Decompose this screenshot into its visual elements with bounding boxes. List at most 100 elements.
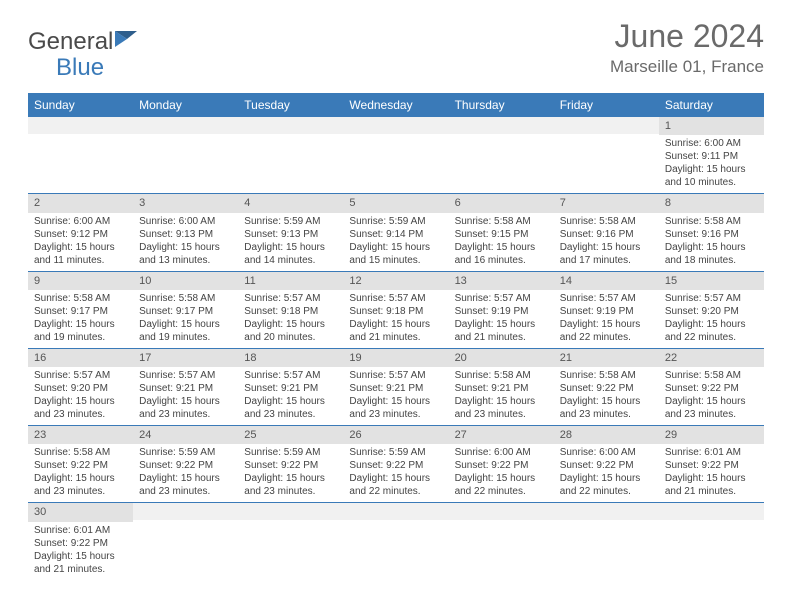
daylight-text-2: and 22 minutes. xyxy=(455,485,548,498)
day-number: 8 xyxy=(659,194,764,212)
daylight-text-2: and 21 minutes. xyxy=(665,485,758,498)
day-number: 21 xyxy=(554,349,659,367)
sunrise-text: Sunrise: 6:00 AM xyxy=(139,215,232,228)
day-detail: Sunrise: 6:00 AMSunset: 9:22 PMDaylight:… xyxy=(449,444,554,502)
day-cell xyxy=(449,117,554,193)
day-cell: 1Sunrise: 6:00 AMSunset: 9:11 PMDaylight… xyxy=(659,117,764,193)
flag-icon xyxy=(115,28,141,56)
day-detail: Sunrise: 6:00 AMSunset: 9:13 PMDaylight:… xyxy=(133,213,238,271)
day-number: 20 xyxy=(449,349,554,367)
sunrise-text: Sunrise: 5:58 AM xyxy=(560,369,653,382)
sunrise-text: Sunrise: 6:01 AM xyxy=(34,524,127,537)
daylight-text-2: and 23 minutes. xyxy=(34,408,127,421)
daylight-text-2: and 23 minutes. xyxy=(244,485,337,498)
sunset-text: Sunset: 9:22 PM xyxy=(455,459,548,472)
sunrise-text: Sunrise: 6:00 AM xyxy=(455,446,548,459)
daylight-text-1: Daylight: 15 hours xyxy=(244,395,337,408)
day-cell xyxy=(554,117,659,193)
brand-logo: General xyxy=(28,28,141,56)
sunrise-text: Sunrise: 5:59 AM xyxy=(349,215,442,228)
weeks-container: 1Sunrise: 6:00 AMSunset: 9:11 PMDaylight… xyxy=(28,117,764,580)
day-number: 11 xyxy=(238,272,343,290)
sunset-text: Sunset: 9:22 PM xyxy=(560,459,653,472)
daylight-text-1: Daylight: 15 hours xyxy=(349,395,442,408)
daylight-text-1: Daylight: 15 hours xyxy=(665,472,758,485)
sunset-text: Sunset: 9:22 PM xyxy=(244,459,337,472)
sunset-text: Sunset: 9:21 PM xyxy=(455,382,548,395)
sunset-text: Sunset: 9:12 PM xyxy=(34,228,127,241)
day-header: Tuesday xyxy=(238,93,343,117)
day-detail: Sunrise: 5:58 AMSunset: 9:22 PMDaylight:… xyxy=(28,444,133,502)
sunset-text: Sunset: 9:19 PM xyxy=(455,305,548,318)
sunset-text: Sunset: 9:18 PM xyxy=(349,305,442,318)
week-row: 23Sunrise: 5:58 AMSunset: 9:22 PMDayligh… xyxy=(28,426,764,503)
sunset-text: Sunset: 9:22 PM xyxy=(34,537,127,550)
day-cell xyxy=(133,117,238,193)
month-title: June 2024 xyxy=(610,18,764,55)
day-cell xyxy=(343,117,448,193)
day-header: Saturday xyxy=(659,93,764,117)
brand-text-1: General xyxy=(28,28,113,56)
day-cell: 9Sunrise: 5:58 AMSunset: 9:17 PMDaylight… xyxy=(28,272,133,348)
daylight-text-1: Daylight: 15 hours xyxy=(560,472,653,485)
daylight-text-1: Daylight: 15 hours xyxy=(560,318,653,331)
day-cell xyxy=(238,117,343,193)
week-row: 1Sunrise: 6:00 AMSunset: 9:11 PMDaylight… xyxy=(28,117,764,194)
day-cell: 28Sunrise: 6:00 AMSunset: 9:22 PMDayligh… xyxy=(554,426,659,502)
daylight-text-1: Daylight: 15 hours xyxy=(34,241,127,254)
day-detail: Sunrise: 5:59 AMSunset: 9:13 PMDaylight:… xyxy=(238,213,343,271)
day-number: 10 xyxy=(133,272,238,290)
day-number: 2 xyxy=(28,194,133,212)
daylight-text-2: and 21 minutes. xyxy=(349,331,442,344)
day-cell xyxy=(238,503,343,579)
daylight-text-2: and 10 minutes. xyxy=(665,176,758,189)
day-number: 15 xyxy=(659,272,764,290)
sunset-text: Sunset: 9:22 PM xyxy=(139,459,232,472)
sunrise-text: Sunrise: 5:57 AM xyxy=(665,292,758,305)
day-cell: 30Sunrise: 6:01 AMSunset: 9:22 PMDayligh… xyxy=(28,503,133,579)
day-detail: Sunrise: 6:01 AMSunset: 9:22 PMDaylight:… xyxy=(28,522,133,580)
sunset-text: Sunset: 9:20 PM xyxy=(665,305,758,318)
sunrise-text: Sunrise: 6:00 AM xyxy=(665,137,758,150)
day-number-bar xyxy=(449,503,554,520)
sunrise-text: Sunrise: 5:57 AM xyxy=(244,292,337,305)
day-number: 28 xyxy=(554,426,659,444)
day-detail: Sunrise: 5:58 AMSunset: 9:17 PMDaylight:… xyxy=(28,290,133,348)
day-detail: Sunrise: 5:57 AMSunset: 9:20 PMDaylight:… xyxy=(28,367,133,425)
title-block: June 2024 Marseille 01, France xyxy=(610,18,764,77)
day-detail: Sunrise: 5:58 AMSunset: 9:22 PMDaylight:… xyxy=(554,367,659,425)
sunset-text: Sunset: 9:22 PM xyxy=(349,459,442,472)
day-cell: 6Sunrise: 5:58 AMSunset: 9:15 PMDaylight… xyxy=(449,194,554,270)
day-cell: 19Sunrise: 5:57 AMSunset: 9:21 PMDayligh… xyxy=(343,349,448,425)
daylight-text-2: and 22 minutes. xyxy=(560,485,653,498)
sunrise-text: Sunrise: 5:59 AM xyxy=(244,446,337,459)
daylight-text-2: and 22 minutes. xyxy=(665,331,758,344)
day-detail: Sunrise: 5:59 AMSunset: 9:22 PMDaylight:… xyxy=(238,444,343,502)
day-cell: 11Sunrise: 5:57 AMSunset: 9:18 PMDayligh… xyxy=(238,272,343,348)
day-number-bar xyxy=(343,503,448,520)
day-number: 26 xyxy=(343,426,448,444)
day-header: Friday xyxy=(554,93,659,117)
sunrise-text: Sunrise: 5:57 AM xyxy=(349,292,442,305)
day-cell: 4Sunrise: 5:59 AMSunset: 9:13 PMDaylight… xyxy=(238,194,343,270)
day-detail: Sunrise: 5:57 AMSunset: 9:21 PMDaylight:… xyxy=(133,367,238,425)
day-number: 27 xyxy=(449,426,554,444)
daylight-text-2: and 11 minutes. xyxy=(34,254,127,267)
day-cell: 10Sunrise: 5:58 AMSunset: 9:17 PMDayligh… xyxy=(133,272,238,348)
daylight-text-1: Daylight: 15 hours xyxy=(139,241,232,254)
day-cell: 2Sunrise: 6:00 AMSunset: 9:12 PMDaylight… xyxy=(28,194,133,270)
day-cell: 17Sunrise: 5:57 AMSunset: 9:21 PMDayligh… xyxy=(133,349,238,425)
day-cell: 24Sunrise: 5:59 AMSunset: 9:22 PMDayligh… xyxy=(133,426,238,502)
sunrise-text: Sunrise: 5:59 AM xyxy=(139,446,232,459)
sunrise-text: Sunrise: 5:58 AM xyxy=(34,292,127,305)
day-cell: 12Sunrise: 5:57 AMSunset: 9:18 PMDayligh… xyxy=(343,272,448,348)
day-number: 17 xyxy=(133,349,238,367)
daylight-text-2: and 21 minutes. xyxy=(34,563,127,576)
day-cell: 27Sunrise: 6:00 AMSunset: 9:22 PMDayligh… xyxy=(449,426,554,502)
day-number-bar xyxy=(28,117,133,134)
day-cell: 14Sunrise: 5:57 AMSunset: 9:19 PMDayligh… xyxy=(554,272,659,348)
day-detail: Sunrise: 5:58 AMSunset: 9:15 PMDaylight:… xyxy=(449,213,554,271)
day-cell: 8Sunrise: 5:58 AMSunset: 9:16 PMDaylight… xyxy=(659,194,764,270)
week-row: 9Sunrise: 5:58 AMSunset: 9:17 PMDaylight… xyxy=(28,272,764,349)
day-number: 24 xyxy=(133,426,238,444)
